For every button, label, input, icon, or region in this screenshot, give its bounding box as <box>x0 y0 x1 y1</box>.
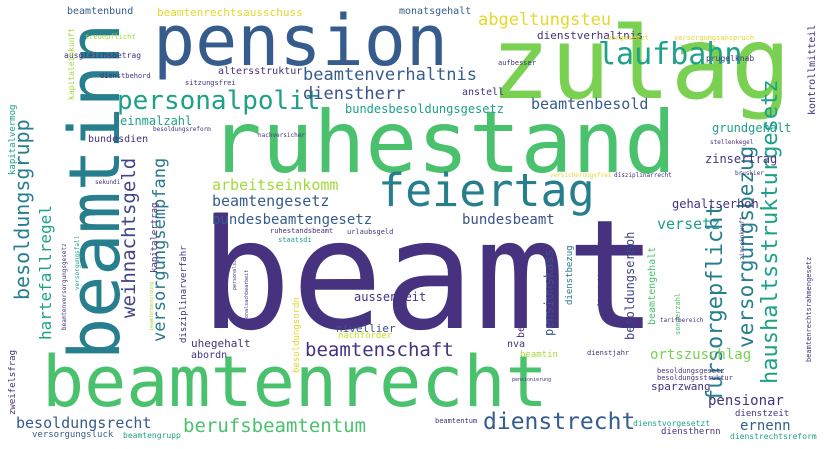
word-nachforder: nachforder <box>338 331 393 341</box>
word-zulag: zulag <box>490 5 792 122</box>
word-laufbahn: laufbahn <box>598 37 743 72</box>
word-zinseinkunft: zinseinkunft <box>739 216 746 260</box>
word-bundesbesoldungsgesetz: bundesbesoldungsgesetz <box>345 102 504 116</box>
word-dienstverhaltnis: dienstverhaltnis <box>537 29 643 42</box>
word-arbeitseinkomm: arbeitseinkomm <box>212 176 339 194</box>
word-stellenkegel: stellenkegel <box>710 139 754 146</box>
word-zinsertrag: zinsertrag <box>705 152 778 166</box>
word-sparzwang: sparzwang <box>651 380 711 393</box>
word-nivellier: nivellier <box>336 322 396 335</box>
word-abordn: abordn <box>191 350 228 361</box>
word-nva: nva <box>507 339 526 350</box>
word-ortszuschlag: ortszuschlag <box>650 347 752 363</box>
word-beamtenschaft: beamtenschaft <box>305 339 454 361</box>
word-dienstjahr: dienstjahr <box>587 349 630 357</box>
word-uhegehalt: uhegehalt <box>191 337 251 350</box>
word-bundesbeamtengesetz: bundesbeamtengesetz <box>212 212 373 228</box>
word-tarifbereich: tarifbereich <box>660 317 704 324</box>
word-anstell: anstell <box>462 87 505 98</box>
word-versorgungsluck: versorgungsluck <box>32 430 114 440</box>
word-bruskier: bruskier <box>735 170 764 177</box>
word-besoldungsrecht: besoldungsrecht <box>16 414 152 432</box>
word-ruhestandsbeamt: ruhestandsbeamt <box>270 227 334 235</box>
word-kapitaleinkunft: kapitaleinkunft <box>67 27 76 100</box>
word-urlaubsgeld: urlaubsgeld <box>347 228 394 236</box>
word-dienstbehord: dienstbehord <box>100 72 151 80</box>
word-beamtengehalt: beamtengehalt <box>647 246 658 325</box>
word-bundesdien: bundesdien <box>88 134 149 145</box>
word-besoldungsreform: besoldungsreform <box>153 126 211 133</box>
word-monatsgehalt: monatsgehalt <box>399 6 472 17</box>
word-beamt: beamt <box>200 187 658 364</box>
word-dienstbezug: dienstbezug <box>565 245 575 305</box>
word-beamtin: beamtin <box>520 350 558 360</box>
word-beamtenrechtsrahmengesetz: beamtenrechtsrahmengesetz <box>805 256 813 362</box>
word-berufsbeamtentum: berufsbeamtentum <box>183 415 367 437</box>
word-sekundi: sekundi <box>95 179 121 186</box>
word-feiertag: feiertag <box>378 164 595 217</box>
word-beamtenrechtsausschuss: beamtenrechtsausschuss <box>157 6 303 19</box>
word-ausgleichsbetrag: ausgleichsbetrag <box>64 51 142 60</box>
word-versetz: versetz <box>657 215 721 233</box>
word-hartefallregel: hartefallregel <box>36 205 55 340</box>
word-pensionierung: pensionierung <box>512 377 552 383</box>
word-prugelknab: prugelknab <box>706 54 755 63</box>
word-beamtenversorgungsgesetz: beamtenversorgungsgesetz <box>61 243 68 330</box>
word-versorgungsfall: versorgungsfall <box>74 235 81 290</box>
word-personalsi: personalsi <box>232 259 238 290</box>
word-beamtentum: beamtentum <box>435 417 478 425</box>
word-beamtenbesoldung: beamtenbesoldung <box>149 281 155 330</box>
word-beamtenbund: beamtenbund <box>67 6 134 17</box>
word-beamtengesetz: beamtengesetz <box>212 192 330 210</box>
word-ernenn: ernenn <box>740 418 791 434</box>
word-pension: pension <box>153 0 449 82</box>
word-alimentationsprinzip: alimentationsprinzip <box>597 237 604 310</box>
word-abgeltungsteu: abgeltungsteu <box>478 10 612 30</box>
word-grundgehalt: grundgehalt <box>712 121 792 135</box>
word-sonderzahl: sonderzahl <box>674 292 682 335</box>
word-personalpolit: personalpolit <box>117 86 321 116</box>
word-diensthernn: diensthernn <box>661 427 721 437</box>
word-aussenseit: aussenseit <box>354 290 427 304</box>
word-beamtenbesold: beamtenbesold <box>531 95 649 113</box>
word-sitzungsfrei: sitzungsfrei <box>185 79 236 87</box>
word-dienstrechtsreform: dienstrechtsreform <box>730 432 817 441</box>
word-dienstvorgesetzt: dienstvorgesetzt <box>633 419 711 428</box>
word-aufbesser: aufbesser <box>498 59 536 67</box>
word-vorgesetzt: vorgesetzt <box>607 34 650 42</box>
word-ruhestand: ruhestand <box>210 93 676 193</box>
word-kapitalvermog: kapitalvermog <box>8 104 18 175</box>
word-kontrollmitteil: kontrollmitteil <box>807 24 818 115</box>
word-einmalzahl: einmalzahl <box>120 114 193 128</box>
word-dienstzeit: dienstzeit <box>735 409 790 419</box>
word-zweifelsfrag: zweifelsfrag <box>8 349 18 415</box>
word-pensionskass: pensionskass <box>542 249 556 336</box>
word-versorgungsanspruch: versorgungsanspruch <box>674 34 755 42</box>
word-gehaltserhoh: gehaltserhoh <box>672 197 759 211</box>
word-besoldungsgesetz: besoldungsgesetz <box>657 367 725 375</box>
word-nachversicher: nachversicher <box>258 132 305 139</box>
word-besoldungserhoh: besoldungserhoh <box>623 231 637 340</box>
word-altersstruktur: altersstruktur <box>218 66 303 77</box>
word-dienstherr: dienstherr <box>303 84 406 104</box>
word-beamtengrupp: beamtengrupp <box>123 431 181 440</box>
word-besoldungsordn: besoldungsordn <box>292 297 302 373</box>
word-dienstrecht: dienstrecht <box>483 409 636 435</box>
word-kapitalertrag: kapitalertrag <box>150 202 160 273</box>
word-beamtenrecht: beamtenrecht <box>42 341 548 423</box>
word-staatsdi: staatsdi <box>278 236 312 244</box>
word-beamtenversorg: beamtenversorg <box>516 253 527 338</box>
word-disziplinarrecht: disziplinarrecht <box>614 172 672 179</box>
word-pensionar: pensionar <box>708 393 784 409</box>
word-treuepflicht: treuepflicht <box>85 33 136 41</box>
word-personalsachbearbeit: personalsachbearbeit <box>244 269 250 330</box>
word-besoldungsstruktur: besoldungsstruktur <box>657 374 733 382</box>
word-versicherungsfrei: versicherungsfrei <box>550 172 612 179</box>
word-weihnachtsgeld: weihnachtsgeld <box>118 157 140 318</box>
word-beamtenverhaltnis: beamtenverhaltnis <box>303 65 477 85</box>
word-disziplinarverfahr: disziplinarverfahr <box>179 245 189 343</box>
word-bundesbeamt: bundesbeamt <box>462 212 555 228</box>
